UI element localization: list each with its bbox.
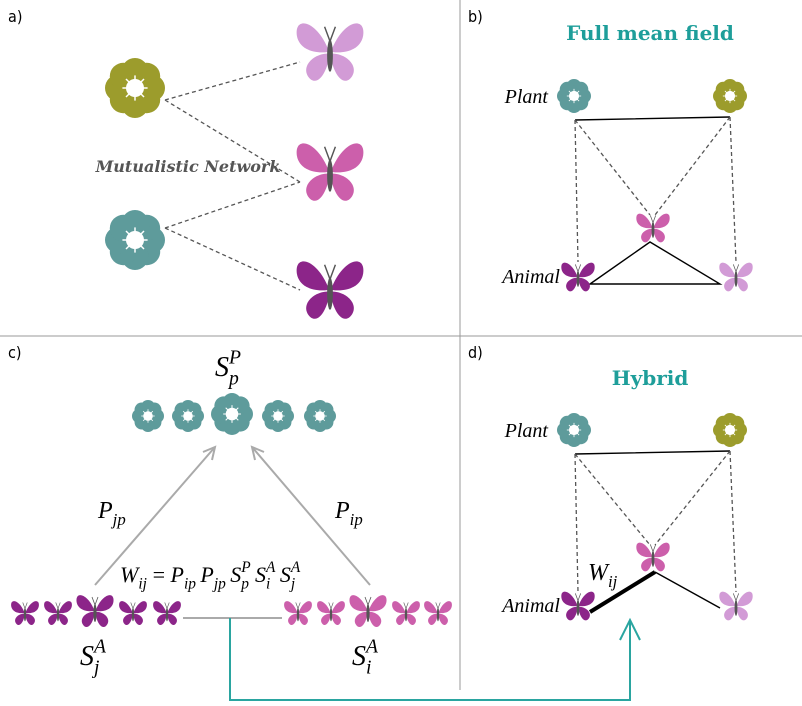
plant — [303, 399, 337, 433]
edges — [574, 450, 731, 609]
animal — [297, 23, 364, 80]
edges — [574, 450, 737, 593]
math-sub: ip — [184, 576, 196, 593]
panel-label: a) — [8, 7, 22, 26]
animal — [284, 601, 312, 625]
math-sub: i — [266, 576, 270, 593]
panel-c: c) — [8, 343, 641, 701]
animal — [719, 263, 752, 292]
plant — [104, 209, 166, 271]
animal — [44, 601, 72, 625]
panel-label: c) — [8, 343, 22, 362]
network-label: Mutualistic Network — [95, 157, 281, 176]
animal — [561, 263, 594, 292]
panel-a: a) Mutualistic Network — [8, 7, 363, 319]
math-base: S — [352, 641, 366, 672]
hybrid-edge — [588, 570, 657, 614]
math-base: W — [588, 560, 610, 586]
math-sup: A — [265, 559, 276, 576]
animal — [561, 592, 594, 621]
math-base: S — [280, 562, 291, 587]
panel-label: d) — [468, 343, 483, 362]
animal — [153, 601, 181, 625]
math-sub: ip — [350, 510, 363, 529]
animal — [349, 595, 386, 627]
math-sub: jp — [212, 576, 226, 593]
plant-label: Plant — [504, 420, 549, 442]
plant — [131, 399, 165, 433]
animal — [297, 261, 364, 318]
plant-label: Plant — [504, 86, 549, 108]
equation: Wij = Pip Pjp SpP SiA SjA — [120, 559, 301, 593]
animal — [636, 214, 669, 243]
math-base: P — [334, 498, 350, 524]
plant — [712, 78, 748, 114]
animal — [719, 592, 752, 621]
math-sub: p — [240, 576, 249, 593]
math-sub: ij — [138, 576, 147, 593]
math-base: P — [170, 562, 184, 587]
animal — [392, 601, 420, 625]
edges — [164, 61, 301, 291]
math-base: S — [230, 562, 241, 587]
panel-b: b) Full mean field Plant Animal — [468, 7, 753, 291]
animal — [636, 543, 669, 572]
animal — [11, 601, 39, 625]
math-base: P — [199, 562, 213, 587]
coupling-label: Pip — [334, 498, 363, 529]
math-base: S — [215, 352, 229, 383]
animal — [424, 601, 452, 625]
arrows — [94, 445, 371, 619]
plant — [104, 57, 166, 119]
math-sup: A — [92, 636, 107, 657]
math-base: S — [80, 641, 94, 672]
edges — [574, 116, 731, 285]
math-base: P — [97, 498, 113, 524]
plant — [556, 78, 592, 114]
animal-label: Animal — [500, 595, 560, 617]
coupling-arrow — [229, 617, 641, 701]
math-sup: P — [240, 559, 251, 576]
math-sub: j — [91, 657, 99, 678]
math-sup: A — [364, 636, 379, 657]
edge-weight: Wij — [588, 560, 618, 591]
plant-abundance: SpP — [215, 347, 241, 389]
math-base: S — [255, 562, 266, 587]
math-sup: P — [228, 347, 241, 368]
math-sup: A — [290, 559, 301, 576]
animal-abundance: SiA — [352, 636, 379, 678]
math-base: W — [120, 562, 140, 587]
plant — [261, 399, 295, 433]
animal-abundance: SjA — [80, 636, 107, 678]
math-sub: i — [366, 657, 371, 678]
animal — [119, 601, 147, 625]
panel-title: Full mean field — [566, 21, 734, 45]
panel-title: Hybrid — [612, 366, 689, 390]
animal — [297, 143, 364, 200]
math-sub: p — [227, 368, 239, 389]
panel-label: b) — [468, 7, 483, 26]
panel-d: d) Hybrid Plant Animal — [468, 343, 753, 620]
math-sub: ij — [608, 572, 618, 591]
math-sub: jp — [111, 510, 126, 529]
math-base: = — [151, 562, 166, 587]
plant — [712, 412, 748, 448]
animal-label: Animal — [500, 266, 560, 288]
plant — [171, 399, 205, 433]
edges — [574, 116, 737, 263]
dividers — [0, 0, 802, 690]
plant — [210, 392, 254, 436]
animal — [76, 595, 113, 627]
animal — [317, 601, 345, 625]
plant — [556, 412, 592, 448]
coupling-label: Pjp — [97, 498, 126, 529]
math-sub: j — [289, 576, 295, 593]
